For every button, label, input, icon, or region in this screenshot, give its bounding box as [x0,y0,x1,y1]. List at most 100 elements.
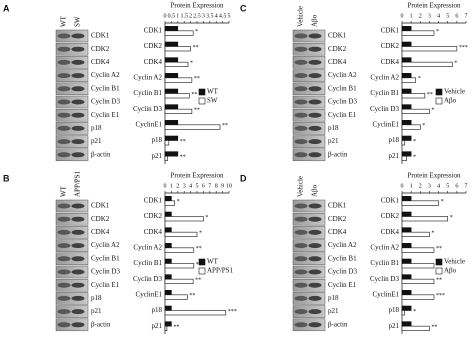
blot-label: CDK1 [328,32,347,40]
legend-swatch [435,267,443,275]
blot-label: Cyclin A2 [91,241,120,249]
bar [401,120,412,126]
x-tick-label: 4 [437,13,440,19]
blot-band [57,59,71,65]
significance: * [436,29,439,35]
bar [164,73,179,79]
category-label: Cyclin A2 [370,243,399,251]
legend-swatch [198,97,206,105]
blot-label: p18 [91,124,102,132]
blot-band [294,216,308,222]
blot-label: p21 [328,137,339,145]
blot-label: Cyclin D3 [91,98,120,106]
blot-band [308,309,322,315]
category-label: p21 [389,322,400,330]
blot-band [71,73,85,79]
category-label: p21 [152,322,163,330]
blot-label: Cyclin A2 [328,241,357,249]
bar [164,278,194,284]
bar [401,108,430,114]
blot-band [308,73,322,79]
chart-title: Protein Expression [170,172,224,180]
blot-label: CDK2 [328,215,347,223]
bar [164,243,172,249]
significance: ** [191,92,197,98]
bar [401,155,407,161]
blot-label: Cyclin E1 [328,281,357,289]
category-label: Cyclin D3 [370,105,399,113]
blot-band [57,322,71,328]
blot-band [294,73,308,79]
category-label: Cyclin A2 [133,73,162,81]
blot-band [308,99,322,105]
category-label: CDK4 [381,228,400,236]
x-tick-label: 7 [465,13,468,19]
blot-band [57,256,71,262]
significance: * [195,29,198,35]
bar [401,227,412,233]
x-tick-label: 5 [196,183,199,189]
panel-letter: D [240,173,247,183]
bar [164,290,172,296]
legend-label: Vehicle [444,258,465,266]
blot-band [71,256,85,262]
category-label: CyclinE1 [373,120,400,128]
category-label: CDK1 [144,26,163,34]
bar [401,290,412,296]
bar [401,41,412,47]
blot-band [71,269,85,275]
blot-band [71,33,85,39]
blot-band [57,99,71,105]
panel-letter: A [3,3,10,13]
bar [164,325,168,331]
significance: * [413,155,416,161]
bar [401,57,412,63]
blot-band [71,125,85,131]
category-label: Cyclin D3 [133,105,162,113]
blot-label: CDK4 [328,228,347,236]
category-label: CDK2 [381,212,400,220]
bar [164,77,193,83]
category-label: CyclinE1 [136,120,163,128]
significance: ** [194,108,200,114]
bar [401,124,421,130]
lane-label: APP/PS1 [74,170,82,197]
blot-band [308,152,322,158]
bar [401,247,435,253]
blot-band [308,46,322,52]
category-label: Cyclin D3 [133,275,162,283]
category-label: Cyclin B1 [370,89,399,97]
blot-label: Cyclin D3 [328,268,357,276]
blot-band [71,295,85,301]
blot-label: CDK2 [91,45,110,53]
blot-band [294,33,308,39]
blot-band [294,59,308,65]
legend-swatch [435,258,443,266]
bar [164,41,179,47]
significance: * [422,123,425,129]
category-label: CyclinE1 [373,290,400,298]
bar [164,310,227,316]
blot-band [308,59,322,65]
significance: * [418,76,421,82]
chart-title: Protein Expression [407,172,461,180]
bar [401,151,412,157]
blot-label: Cyclin B1 [91,84,120,92]
bar [401,231,430,237]
x-tick-label: 3.5 [206,13,214,19]
blot-label: Cyclin D3 [91,268,120,276]
bar [401,88,412,94]
x-tick-label: 2 [176,183,179,189]
bar [401,211,412,217]
bar [164,124,221,130]
bar [164,26,179,32]
x-tick-label: 0.5 [168,13,176,19]
category-label: Cyclin B1 [133,89,162,97]
bar [401,274,412,280]
blot-band [294,229,308,235]
category-label: CDK4 [381,58,400,66]
blot-band [294,99,308,105]
category-label: p18 [389,306,400,314]
significance: *** [436,293,445,299]
x-tick-label: 1 [170,183,173,189]
